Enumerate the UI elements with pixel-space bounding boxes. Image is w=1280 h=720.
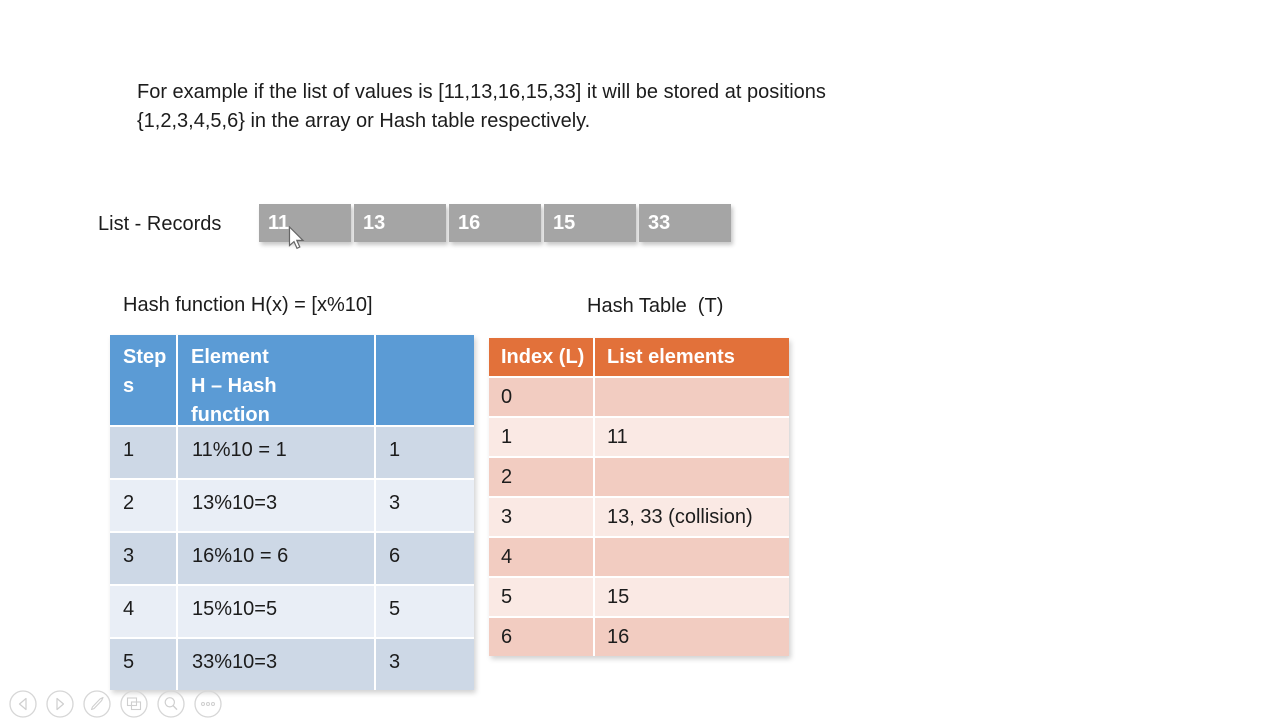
zoom-button[interactable] xyxy=(157,690,185,718)
column-header-result xyxy=(376,335,474,425)
hash-table: Index (L) List elements 0 1 11 2 3 13, 3… xyxy=(489,338,789,656)
table-cell xyxy=(595,538,789,576)
list-records-array: 11 13 16 15 33 xyxy=(259,204,731,242)
table-cell: 3 xyxy=(376,480,474,531)
hash-function-title: Hash function H(x) = [x%10] xyxy=(123,294,373,316)
table-cell: 13%10=3 xyxy=(178,480,374,531)
list-records-label: List - Records xyxy=(98,213,222,235)
hash-table-title: Hash Table (T) xyxy=(587,295,724,317)
table-cell: 11%10 = 1 xyxy=(178,427,374,478)
array-cell-2: 16 xyxy=(449,204,541,242)
previous-slide-button[interactable] xyxy=(9,690,37,718)
mouse-cursor-icon xyxy=(288,226,305,250)
table-cell: 13, 33 (collision) xyxy=(595,498,789,536)
previous-arrow-icon xyxy=(9,690,37,718)
description-text: For example if the list of values is [11… xyxy=(137,81,826,132)
table-cell: 0 xyxy=(489,378,593,416)
more-options-button[interactable] xyxy=(194,690,222,718)
table-cell xyxy=(595,378,789,416)
table-cell: 15%10=5 xyxy=(178,586,374,637)
slide-navigator-icon xyxy=(120,690,148,718)
table-cell: 1 xyxy=(110,427,176,478)
next-slide-button[interactable] xyxy=(46,690,74,718)
magnifier-icon xyxy=(157,690,185,718)
ellipsis-icon xyxy=(194,690,222,718)
table-cell: 11 xyxy=(595,418,789,456)
table-cell: 5 xyxy=(489,578,593,616)
table-cell: 3 xyxy=(489,498,593,536)
pen-tool-button[interactable] xyxy=(83,690,111,718)
pen-icon xyxy=(83,690,111,718)
array-cell-3: 15 xyxy=(544,204,636,242)
table-cell: 2 xyxy=(110,480,176,531)
column-header-list-elements: List elements xyxy=(595,338,789,376)
next-arrow-icon xyxy=(46,690,74,718)
array-cell-4: 33 xyxy=(639,204,731,242)
column-header-index: Index (L) xyxy=(489,338,593,376)
hash-function-table: Step s Element H – Hash function 1 11%10… xyxy=(110,335,474,690)
table-cell: 4 xyxy=(110,586,176,637)
column-header-steps: Step s xyxy=(110,335,176,425)
table-cell: 5 xyxy=(110,639,176,690)
table-cell: 16%10 = 6 xyxy=(178,533,374,584)
table-cell xyxy=(595,458,789,496)
slide-navigator-button[interactable] xyxy=(120,690,148,718)
table-cell: 5 xyxy=(376,586,474,637)
table-cell: 6 xyxy=(376,533,474,584)
table-cell: 16 xyxy=(595,618,789,656)
table-cell: 3 xyxy=(110,533,176,584)
table-cell: 6 xyxy=(489,618,593,656)
table-cell: 33%10=3 xyxy=(178,639,374,690)
presentation-controls xyxy=(9,690,222,718)
table-cell: 1 xyxy=(376,427,474,478)
array-cell-0: 11 xyxy=(259,204,351,242)
table-cell: 4 xyxy=(489,538,593,576)
table-cell: 2 xyxy=(489,458,593,496)
column-header-element: Element H – Hash function xyxy=(178,335,374,426)
table-cell: 3 xyxy=(376,639,474,690)
table-cell: 1 xyxy=(489,418,593,456)
table-cell: 15 xyxy=(595,578,789,616)
array-cell-1: 13 xyxy=(354,204,446,242)
